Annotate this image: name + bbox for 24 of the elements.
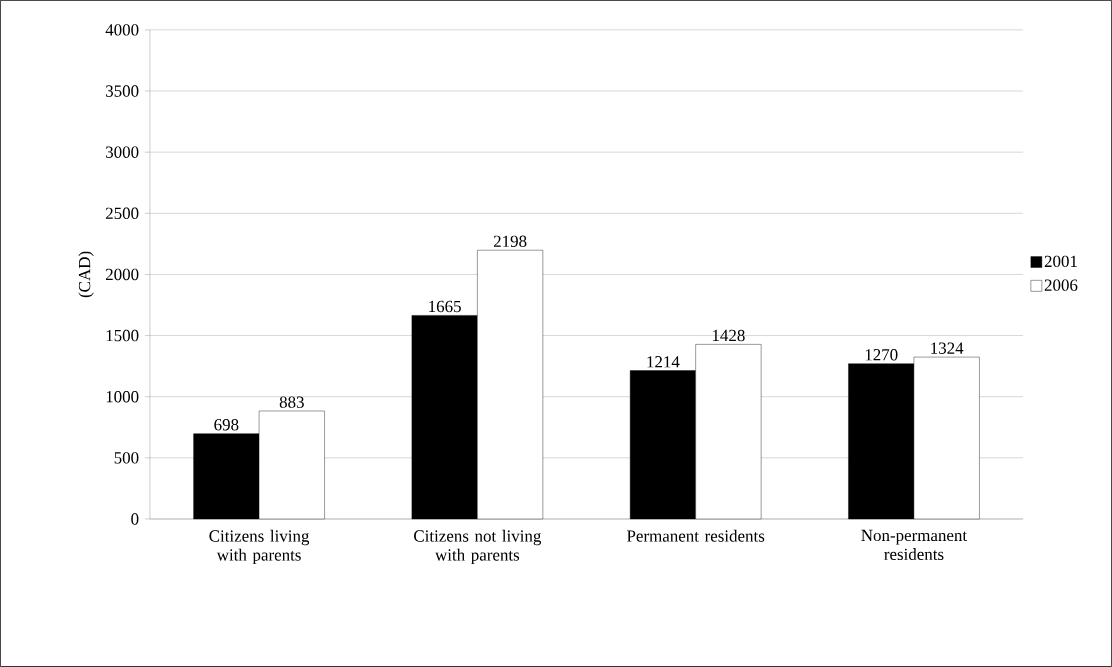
data-label: 1665 [429, 300, 461, 313]
y-tick-label: 2000 [105, 268, 139, 281]
data-label: 1324 [931, 342, 964, 354]
x-tick-label: Citizens not living with parents [414, 529, 542, 565]
y-tick-label: 4000 [105, 24, 139, 36]
data-label: 1270 [865, 349, 898, 361]
y-tick-label: 0 [131, 513, 139, 525]
x-tick-label: Citizens living with parents [209, 529, 310, 565]
data-label: 698 [214, 419, 239, 431]
legend-label: 2006 [1044, 279, 1078, 291]
y-axis-title: (CAD) [78, 251, 94, 298]
data-label: 2198 [493, 235, 527, 248]
x-tick-label: Non-permanent residents [861, 529, 968, 561]
y-tick-label: 1000 [106, 391, 139, 403]
legend-label: 2001 [1044, 255, 1077, 268]
x-tick-label: Permanent residents [626, 529, 765, 542]
data-label: 1428 [712, 329, 745, 342]
y-tick-label: 2500 [105, 207, 139, 220]
y-tick-label: 3500 [106, 85, 139, 97]
data-label: 883 [279, 396, 304, 408]
y-tick-label: 1500 [106, 329, 139, 342]
y-tick-label: 3000 [106, 146, 139, 158]
y-tick-label: 500 [114, 452, 139, 464]
data-label: 1214 [647, 356, 680, 368]
